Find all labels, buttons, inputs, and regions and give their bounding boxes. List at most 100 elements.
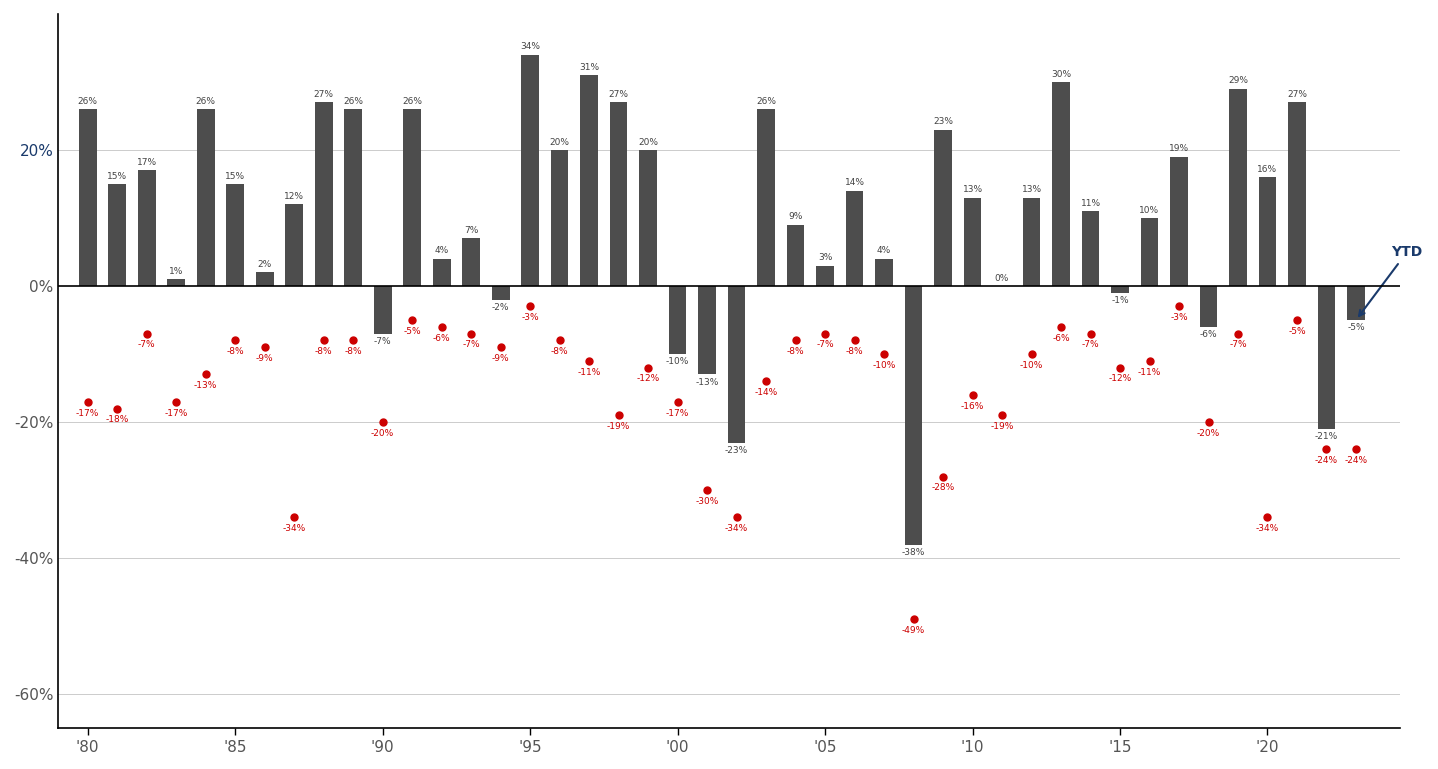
Text: -1%: -1% — [1112, 296, 1129, 305]
Text: -7%: -7% — [138, 341, 155, 349]
Text: 26%: 26% — [756, 97, 777, 106]
Bar — [640, 150, 657, 286]
Text: 27%: 27% — [608, 90, 628, 99]
Text: -13%: -13% — [194, 381, 217, 391]
Text: -13%: -13% — [696, 378, 719, 387]
Text: -9%: -9% — [256, 354, 273, 363]
Text: -16%: -16% — [961, 401, 984, 411]
Bar — [551, 150, 568, 286]
Text: 20%: 20% — [549, 138, 569, 147]
Bar — [1053, 82, 1070, 286]
Bar — [1229, 88, 1247, 286]
Text: -28%: -28% — [932, 484, 955, 492]
Bar — [846, 191, 863, 286]
Text: -17%: -17% — [76, 408, 99, 418]
Text: 13%: 13% — [962, 185, 982, 195]
Text: 31%: 31% — [580, 63, 600, 72]
Text: -8%: -8% — [226, 348, 244, 356]
Bar — [197, 109, 214, 286]
Text: 20%: 20% — [638, 138, 659, 147]
Text: -20%: -20% — [371, 429, 394, 438]
Text: 4%: 4% — [434, 246, 449, 255]
Bar — [79, 109, 96, 286]
Bar — [963, 198, 981, 286]
Text: -19%: -19% — [991, 422, 1014, 431]
Bar — [1112, 286, 1129, 293]
Text: -7%: -7% — [1229, 341, 1247, 349]
Text: 27%: 27% — [1287, 90, 1307, 99]
Text: 26%: 26% — [344, 97, 364, 106]
Text: -11%: -11% — [578, 368, 601, 377]
Text: -6%: -6% — [1053, 334, 1070, 343]
Text: -5%: -5% — [1347, 324, 1365, 332]
Text: -7%: -7% — [463, 341, 480, 349]
Text: 1%: 1% — [170, 267, 184, 276]
Bar — [610, 102, 627, 286]
Text: -5%: -5% — [404, 327, 421, 336]
Bar — [256, 272, 273, 286]
Bar — [876, 259, 893, 286]
Text: -34%: -34% — [283, 524, 306, 533]
Text: -8%: -8% — [344, 348, 362, 356]
Text: 29%: 29% — [1228, 76, 1248, 85]
Text: -14%: -14% — [755, 388, 778, 397]
Text: -2%: -2% — [492, 303, 509, 312]
Text: 15%: 15% — [226, 171, 246, 181]
Text: -21%: -21% — [1314, 432, 1339, 441]
Text: -17%: -17% — [666, 408, 689, 418]
Bar — [935, 129, 952, 286]
Text: 9%: 9% — [788, 212, 802, 221]
Text: -3%: -3% — [522, 313, 539, 322]
Text: 26%: 26% — [196, 97, 216, 106]
Text: -8%: -8% — [787, 348, 804, 356]
Text: 15%: 15% — [108, 171, 128, 181]
Text: -17%: -17% — [164, 408, 188, 418]
Text: -23%: -23% — [725, 446, 748, 455]
Text: 17%: 17% — [137, 158, 157, 167]
Text: -34%: -34% — [1255, 524, 1280, 533]
Text: -7%: -7% — [817, 341, 834, 349]
Bar — [1347, 286, 1365, 320]
Text: -7%: -7% — [374, 337, 391, 346]
Text: 4%: 4% — [877, 246, 892, 255]
Bar — [522, 55, 539, 286]
Text: -19%: -19% — [607, 422, 630, 431]
Text: 27%: 27% — [313, 90, 334, 99]
Text: -10%: -10% — [873, 361, 896, 370]
Text: -24%: -24% — [1345, 456, 1368, 465]
Bar — [787, 225, 804, 286]
Bar — [344, 109, 362, 286]
Bar — [728, 286, 745, 442]
Bar — [699, 286, 716, 375]
Text: 12%: 12% — [285, 192, 305, 201]
Bar — [1171, 157, 1188, 286]
Text: -6%: -6% — [433, 334, 450, 343]
Text: -24%: -24% — [1314, 456, 1337, 465]
Text: -20%: -20% — [1196, 429, 1219, 438]
Text: YTD: YTD — [1359, 245, 1422, 316]
Text: 30%: 30% — [1051, 69, 1071, 78]
Bar — [581, 75, 598, 286]
Bar — [905, 286, 922, 544]
Text: 34%: 34% — [521, 42, 541, 52]
Text: 26%: 26% — [403, 97, 423, 106]
Bar — [1022, 198, 1040, 286]
Text: -8%: -8% — [551, 348, 568, 356]
Text: -49%: -49% — [902, 626, 925, 635]
Text: -12%: -12% — [637, 375, 660, 384]
Text: -10%: -10% — [666, 358, 689, 367]
Text: -30%: -30% — [696, 497, 719, 506]
Bar — [285, 205, 303, 286]
Bar — [462, 238, 480, 286]
Text: -38%: -38% — [902, 548, 925, 557]
Bar — [403, 109, 421, 286]
Bar — [1288, 102, 1306, 286]
Text: -12%: -12% — [1109, 375, 1132, 384]
Text: -8%: -8% — [315, 348, 332, 356]
Bar — [1081, 211, 1100, 286]
Bar — [1317, 286, 1336, 429]
Text: -11%: -11% — [1137, 368, 1162, 377]
Text: 23%: 23% — [933, 117, 953, 126]
Bar — [108, 184, 127, 286]
Bar — [669, 286, 686, 354]
